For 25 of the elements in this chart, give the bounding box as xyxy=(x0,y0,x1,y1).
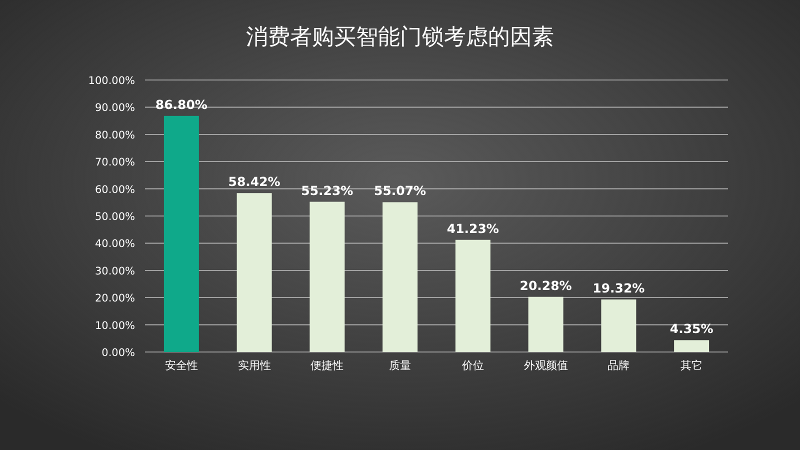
y-tick-label: 50.00% xyxy=(94,211,136,223)
x-tick-label: 价位 xyxy=(460,359,484,372)
y-tick-label: 40.00% xyxy=(94,238,136,250)
y-tick-label: 90.00% xyxy=(94,102,136,114)
y-tick-label: 70.00% xyxy=(94,156,136,169)
y-tick-label: 20.00% xyxy=(94,292,136,305)
x-tick-label: 其它 xyxy=(680,359,703,372)
y-tick-label: 30.00% xyxy=(94,265,136,278)
x-tick-label: 质量 xyxy=(389,359,412,372)
y-tick-label: 60.00% xyxy=(94,184,136,196)
data-label: 4.35% xyxy=(670,321,714,336)
x-tick-label: 实用性 xyxy=(238,359,271,372)
x-tick-label: 安全性 xyxy=(164,359,198,372)
y-tick-label: 80.00% xyxy=(94,129,136,142)
data-label: 58.42% xyxy=(228,174,281,190)
x-tick-label: 品牌 xyxy=(608,359,630,372)
x-tick-label: 外观颜值 xyxy=(524,359,568,372)
y-tick-label: 0.00% xyxy=(102,347,136,359)
x-tick-label: 便捷性 xyxy=(310,359,344,372)
chart-title: 消费者购买智能门锁考虑的因素 xyxy=(246,25,554,50)
y-tick-label: 100.00% xyxy=(88,75,136,87)
data-label: 20.28% xyxy=(520,278,572,293)
data-label: 41.23% xyxy=(446,220,500,236)
y-tick-label: 10.00% xyxy=(94,320,136,332)
data-label: 19.32% xyxy=(592,280,646,296)
